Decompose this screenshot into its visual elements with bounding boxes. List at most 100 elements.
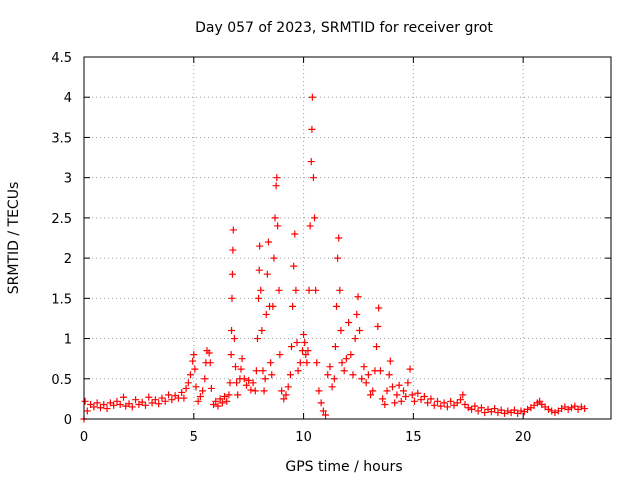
data-point [335,234,343,242]
data-point [252,367,260,375]
data-point [228,294,236,302]
y-tick-label: 4 [64,91,72,106]
data-point [269,302,277,310]
data-point [226,379,234,387]
data-point [276,351,284,359]
y-tick-label: 2 [64,252,72,267]
data-point [221,392,229,400]
data-point [504,407,512,415]
data-point [322,411,330,419]
data-point [447,397,455,405]
data-point [375,304,383,312]
data-point [381,401,389,409]
data-point [223,397,231,405]
data-point [487,408,495,416]
data-point [296,359,304,367]
data-point [312,286,320,294]
data-point [247,386,255,394]
data-point [116,401,124,409]
data-point [290,262,298,270]
data-point [577,403,585,411]
y-tick-label: 1 [64,333,72,348]
data-point [517,407,525,415]
data-point [309,174,317,182]
data-point [477,404,485,412]
data-point [328,383,336,391]
data-point [417,396,425,404]
data-point [356,327,364,335]
data-point [234,391,242,399]
data-point [286,371,294,379]
data-point [367,391,375,399]
data-point [379,395,387,403]
data-point [216,395,224,403]
data-point [282,391,290,399]
data-point [305,286,313,294]
data-point [338,359,346,367]
data-point [406,365,414,373]
data-point [260,387,268,395]
data-point [544,405,552,413]
plot-frame [83,56,612,420]
data-point [249,379,257,387]
data-point [360,363,368,371]
data-point [333,302,341,310]
data-point [386,357,394,365]
data-point [201,375,209,383]
data-point [158,394,166,402]
data-point [145,393,153,401]
data-point [383,387,391,395]
data-point [453,399,461,407]
data-point [581,405,589,413]
data-point [404,379,412,387]
data-point [481,409,489,417]
data-point [440,399,448,407]
data-point [245,376,253,384]
data-point [289,302,297,310]
data-point [194,397,202,405]
data-point [410,397,418,405]
data-point [391,399,399,407]
data-point [228,327,236,335]
data-point [571,402,579,410]
data-point [206,359,214,367]
y-tick-label: 0.5 [51,373,72,388]
data-point [342,355,350,363]
data-point [288,343,296,351]
data-point [178,388,186,396]
data-point [551,409,559,417]
data-point [264,238,272,246]
axis-ticks: 0 0.5 1 1.5 2 2.5 3 3.5 4 4.5 0 5 10 15 20 [51,51,611,445]
data-point [347,351,355,359]
data-point [408,391,416,399]
data-point [376,367,384,375]
data-point [214,402,222,410]
data-point [293,339,301,347]
data-point [81,397,89,405]
data-point [430,401,438,409]
data-point [353,310,361,318]
data-point [165,391,173,399]
data-point [141,401,149,409]
data-point [113,397,121,405]
data-point [256,242,264,250]
data-point [168,396,176,404]
data-point [191,365,199,373]
data-point [303,359,311,367]
data-point [399,387,407,395]
data-point [393,391,401,399]
data-point [155,400,163,408]
y-tick-label: 0 [64,413,72,428]
data-point [307,158,315,166]
data-point [351,335,359,343]
data-point [229,246,237,254]
data-point [311,214,319,222]
y-tick-label: 4.5 [51,51,72,66]
data-point [304,347,312,355]
data-point [205,349,213,357]
data-point [437,402,445,410]
data-point [128,403,136,411]
data-point [402,392,410,400]
data-point [362,379,370,387]
